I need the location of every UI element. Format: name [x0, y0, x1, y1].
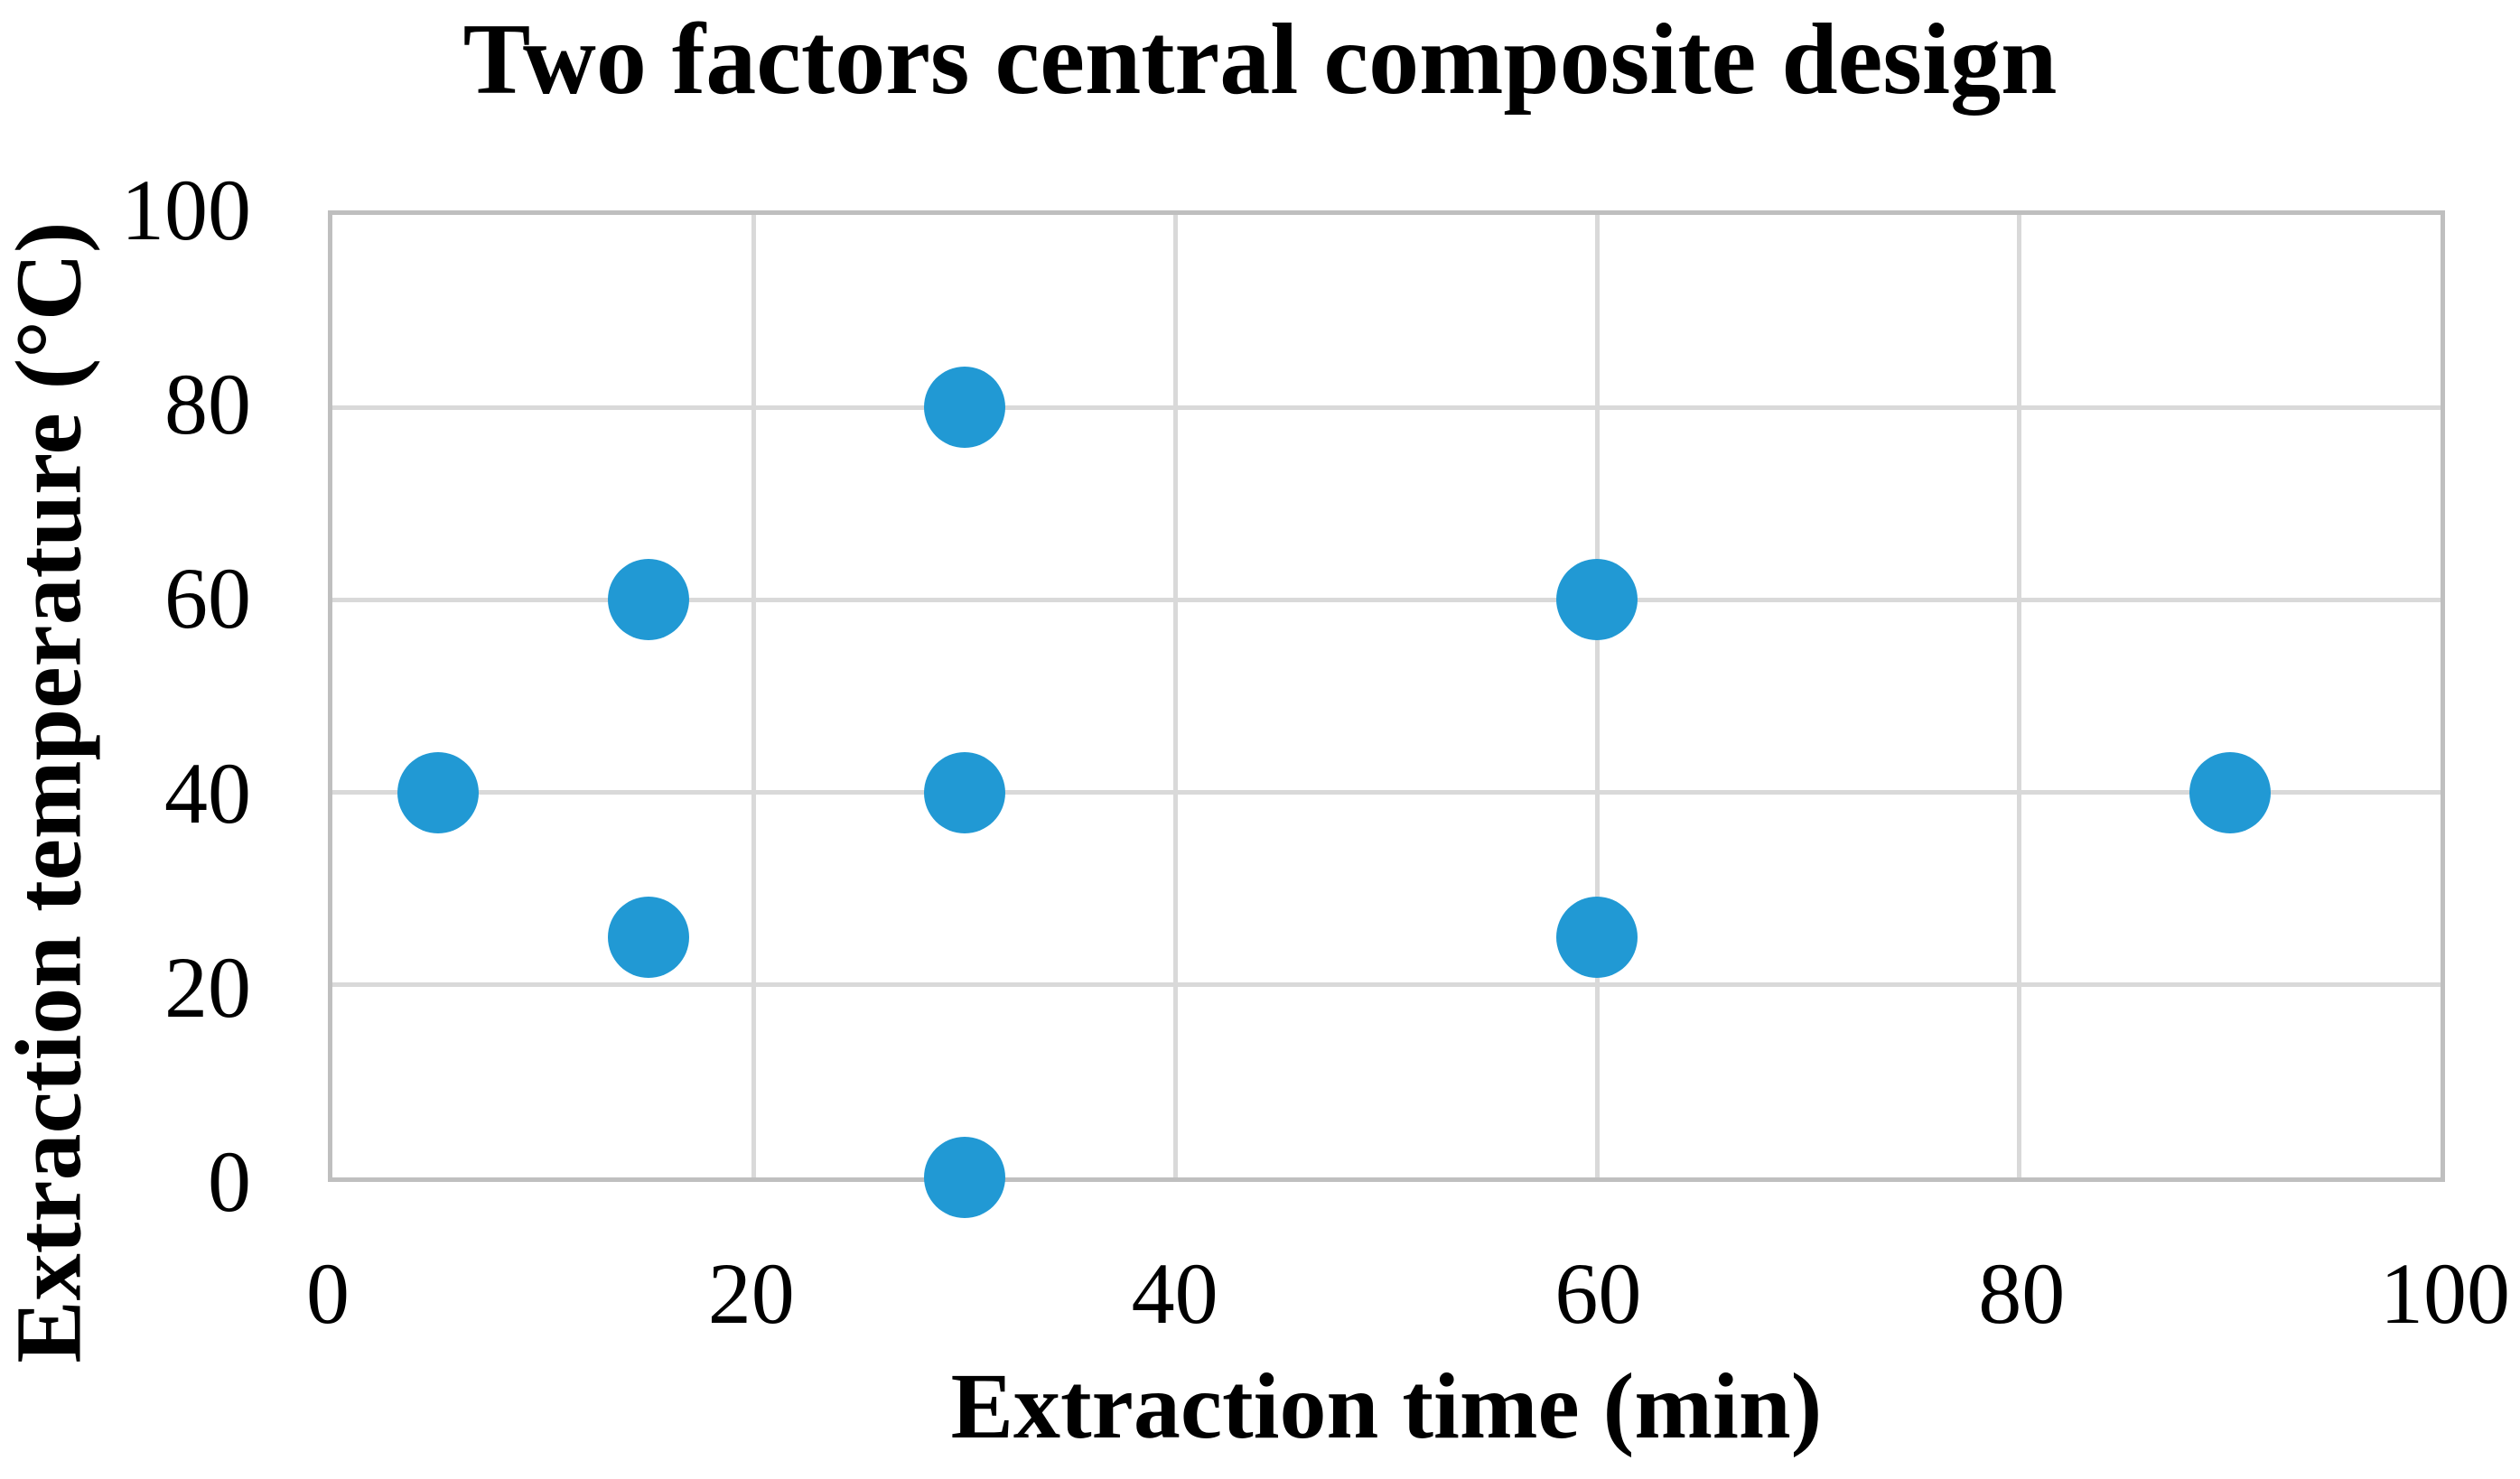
data-point-marker [2189, 751, 2271, 833]
x-tick-label: 60 [1554, 1245, 1642, 1342]
y-tick-label: 60 [164, 550, 251, 647]
data-point-marker [924, 751, 1006, 833]
data-point-marker [924, 367, 1006, 449]
chart-title: Two factors central composite design [462, 4, 2058, 116]
vertical-gridline [2016, 215, 2021, 1177]
data-point-marker [924, 1137, 1006, 1218]
data-point-marker [1556, 559, 1638, 641]
x-tick-label: 20 [707, 1245, 795, 1342]
vertical-gridline [1173, 215, 1179, 1177]
x-tick-label: 40 [1131, 1245, 1218, 1342]
plot-area [328, 210, 2445, 1218]
x-axis-title: Extraction time (min) [950, 1354, 1823, 1458]
vertical-gridline [751, 215, 757, 1177]
x-tick-label: 0 [306, 1245, 350, 1342]
y-tick-label: 40 [164, 744, 251, 842]
data-point-marker [1556, 896, 1638, 978]
data-point-marker [608, 559, 690, 641]
y-axis-tick-labels: 0 20 40 60 80 100 [0, 167, 251, 1225]
x-tick-label: 100 [2380, 1245, 2510, 1342]
y-tick-label: 20 [164, 938, 251, 1036]
horizontal-gridline [332, 597, 2441, 602]
horizontal-gridline [332, 790, 2441, 795]
data-point-marker [608, 896, 690, 978]
horizontal-gridline [332, 982, 2441, 988]
x-tick-label: 80 [1978, 1245, 2066, 1342]
vertical-gridline [1594, 215, 1600, 1177]
x-axis-tick-labels: 0 20 40 60 80 100 [306, 1235, 2510, 1353]
data-point-marker [397, 751, 479, 833]
y-tick-label: 80 [164, 356, 251, 453]
y-tick-label: 100 [121, 162, 251, 258]
horizontal-gridline [332, 405, 2441, 410]
y-tick-label: 0 [208, 1133, 251, 1230]
